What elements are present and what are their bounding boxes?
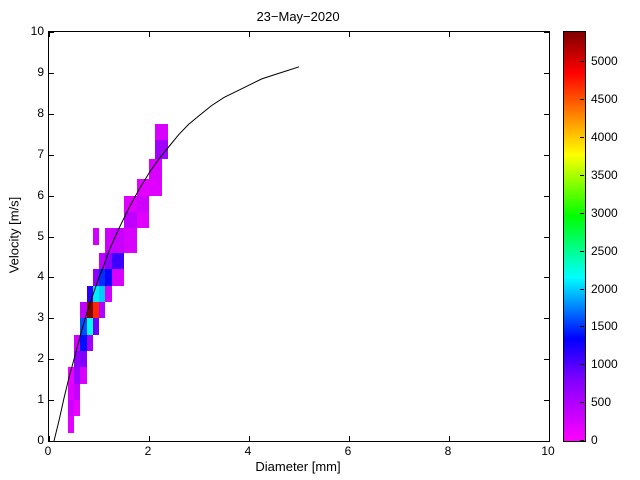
y-tick-label: 10 [30,24,44,38]
y-tick-label: 1 [37,392,44,407]
tick-mark [49,113,54,115]
tick-mark [349,436,350,441]
tick-mark [544,277,549,279]
tick-mark [49,32,54,33]
tick-mark [544,318,549,320]
colorbar-tick-mark [580,250,584,252]
tick-mark [49,318,54,320]
x-tick-label: 8 [444,444,452,458]
tick-mark [544,32,549,33]
colorbar-tick-mark [580,364,584,366]
tick-mark [49,32,50,37]
colorbar-tick-mark [580,440,584,441]
tick-mark [49,72,54,74]
tick-mark [544,195,549,197]
colorbar-tick-label: 500 [591,395,612,410]
colorbar-tick-label: 5000 [591,54,618,69]
tick-mark [49,154,54,156]
tick-mark [549,32,550,37]
plot-area [48,31,550,442]
colorbar-tick-mark [580,212,584,214]
tick-mark [49,400,54,402]
tick-mark [349,32,350,37]
colorbar-tick-mark [580,137,584,139]
colorbar-tick-label: 3000 [591,205,618,220]
tick-mark [544,400,549,402]
colorbar-tick-mark [580,174,584,176]
x-tick-label: 4 [244,444,252,458]
y-tick-label: 6 [37,187,44,202]
tick-mark [544,113,549,115]
colorbar-tick-mark [580,99,584,101]
tick-mark [544,359,549,361]
tick-mark [544,236,549,238]
colorbar [563,31,586,442]
x-tick-label: 0 [44,444,52,458]
x-tick-label: 6 [344,444,352,458]
colorbar-tick-label: 0 [591,433,598,447]
colorbar-tick-mark [580,402,584,404]
y-tick-label: 4 [37,269,44,284]
colorbar-tick-mark [580,61,584,63]
colorbar-tick-label: 2000 [591,281,618,296]
tick-mark [49,236,54,238]
tick-mark [49,277,54,279]
tick-mark [449,32,450,37]
tick-mark [449,436,450,441]
tick-mark [49,359,54,361]
tick-mark [544,72,549,74]
tick-mark [149,32,150,37]
colorbar-tick-label: 1000 [591,357,618,372]
x-axis-label: Diameter [mm] [255,459,341,474]
y-tick-label: 3 [37,310,44,325]
y-tick-label: 2 [37,351,44,366]
y-tick-label: 7 [37,146,44,161]
colorbar-tick-label: 4500 [591,92,618,107]
x-tick-label: 10 [541,444,555,458]
tick-mark [149,436,150,441]
x-tick-label: 2 [144,444,152,458]
y-tick-label: 9 [37,64,44,79]
colorbar-tick-label: 2500 [591,243,618,258]
colorbar-tick-mark [580,288,584,290]
tick-mark [49,436,50,441]
y-tick-label: 0 [37,433,44,447]
colorbar-tick-label: 1500 [591,319,618,334]
colorbar-tick-label: 3500 [591,167,618,182]
tick-mark [544,154,549,156]
colorbar-tick-label: 4000 [591,130,618,145]
chart-title: 23−May−2020 [256,9,340,24]
y-tick-label: 5 [37,228,44,243]
y-tick-label: 8 [37,105,44,120]
tick-mark [49,441,54,442]
tick-mark [249,32,250,37]
axis-ticks-layer [49,32,550,442]
tick-mark [49,195,54,197]
tick-mark [549,436,550,441]
tick-mark [249,436,250,441]
colorbar-tick-mark [580,326,584,328]
tick-mark [544,441,549,442]
